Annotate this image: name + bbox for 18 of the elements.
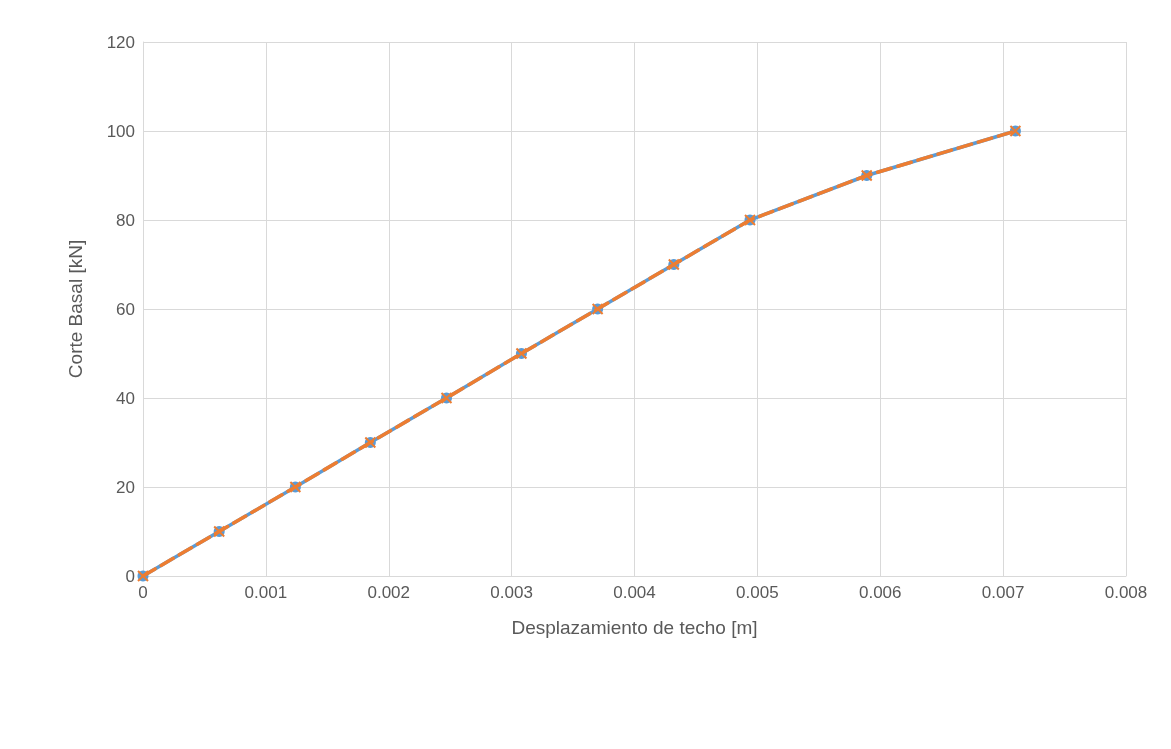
x-tick-label: 0.005 [736, 583, 779, 602]
y-tick-label: 20 [116, 477, 135, 497]
y-tick-label: 120 [106, 32, 135, 52]
y-tick-label: 0 [125, 566, 135, 586]
x-tick-label: 0 [138, 583, 148, 602]
x-axis-title: Desplazamiento de techo [m] [511, 617, 758, 638]
y-tick-label: 40 [116, 388, 135, 408]
x-tick-label: 0.004 [613, 583, 656, 602]
y-tick-label: 80 [116, 210, 135, 230]
x-tick-label: 0.002 [367, 583, 411, 602]
x-tick-label: 0.008 [1104, 583, 1148, 602]
x-tick-label: 0.007 [981, 583, 1025, 602]
x-tick-label: 0.003 [490, 583, 533, 602]
y-tick-label: 100 [106, 121, 135, 141]
x-tick-label: 0.006 [858, 583, 902, 602]
x-tick-label: 0.001 [244, 583, 288, 602]
y-tick-label: 60 [116, 299, 135, 319]
y-axis-title: Corte Basal [kN] [65, 239, 86, 379]
